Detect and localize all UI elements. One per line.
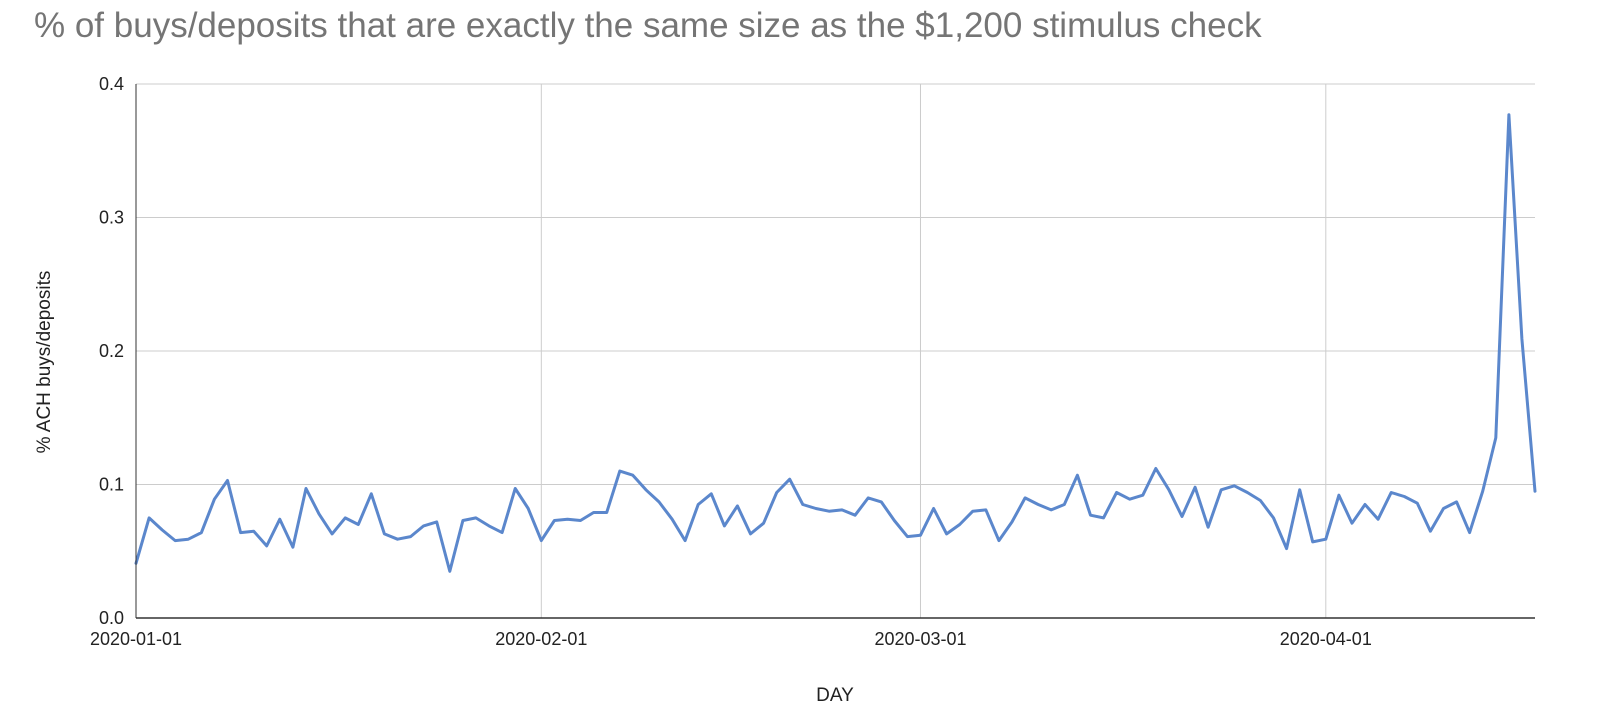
x-tick-label: 2020-02-01: [495, 629, 587, 649]
chart-title: % of buys/deposits that are exactly the …: [34, 6, 1262, 45]
gridlines: [136, 83, 1535, 618]
series-line: [134, 113, 1537, 573]
y-tick-label: 0.0: [99, 608, 124, 628]
x-axis-title: DAY: [816, 685, 854, 706]
axes: 0.0 0.1 0.2 0.3 0.4 2020-01-01 2020-02-01 2020-…: [90, 74, 1535, 649]
x-tick-label: 2020-01-01: [90, 629, 182, 649]
x-tick-label: 2020-04-01: [1280, 629, 1372, 649]
y-tick-label: 0.4: [99, 74, 124, 94]
series-layer: [134, 113, 1537, 573]
y-tick-label: 0.1: [99, 475, 124, 495]
y-tick-label: 0.2: [99, 341, 124, 361]
x-tick-label: 2020-03-01: [874, 629, 966, 649]
y-tick-label: 0.3: [99, 208, 124, 228]
y-axis-title: % ACH buys/deposits: [34, 271, 55, 454]
